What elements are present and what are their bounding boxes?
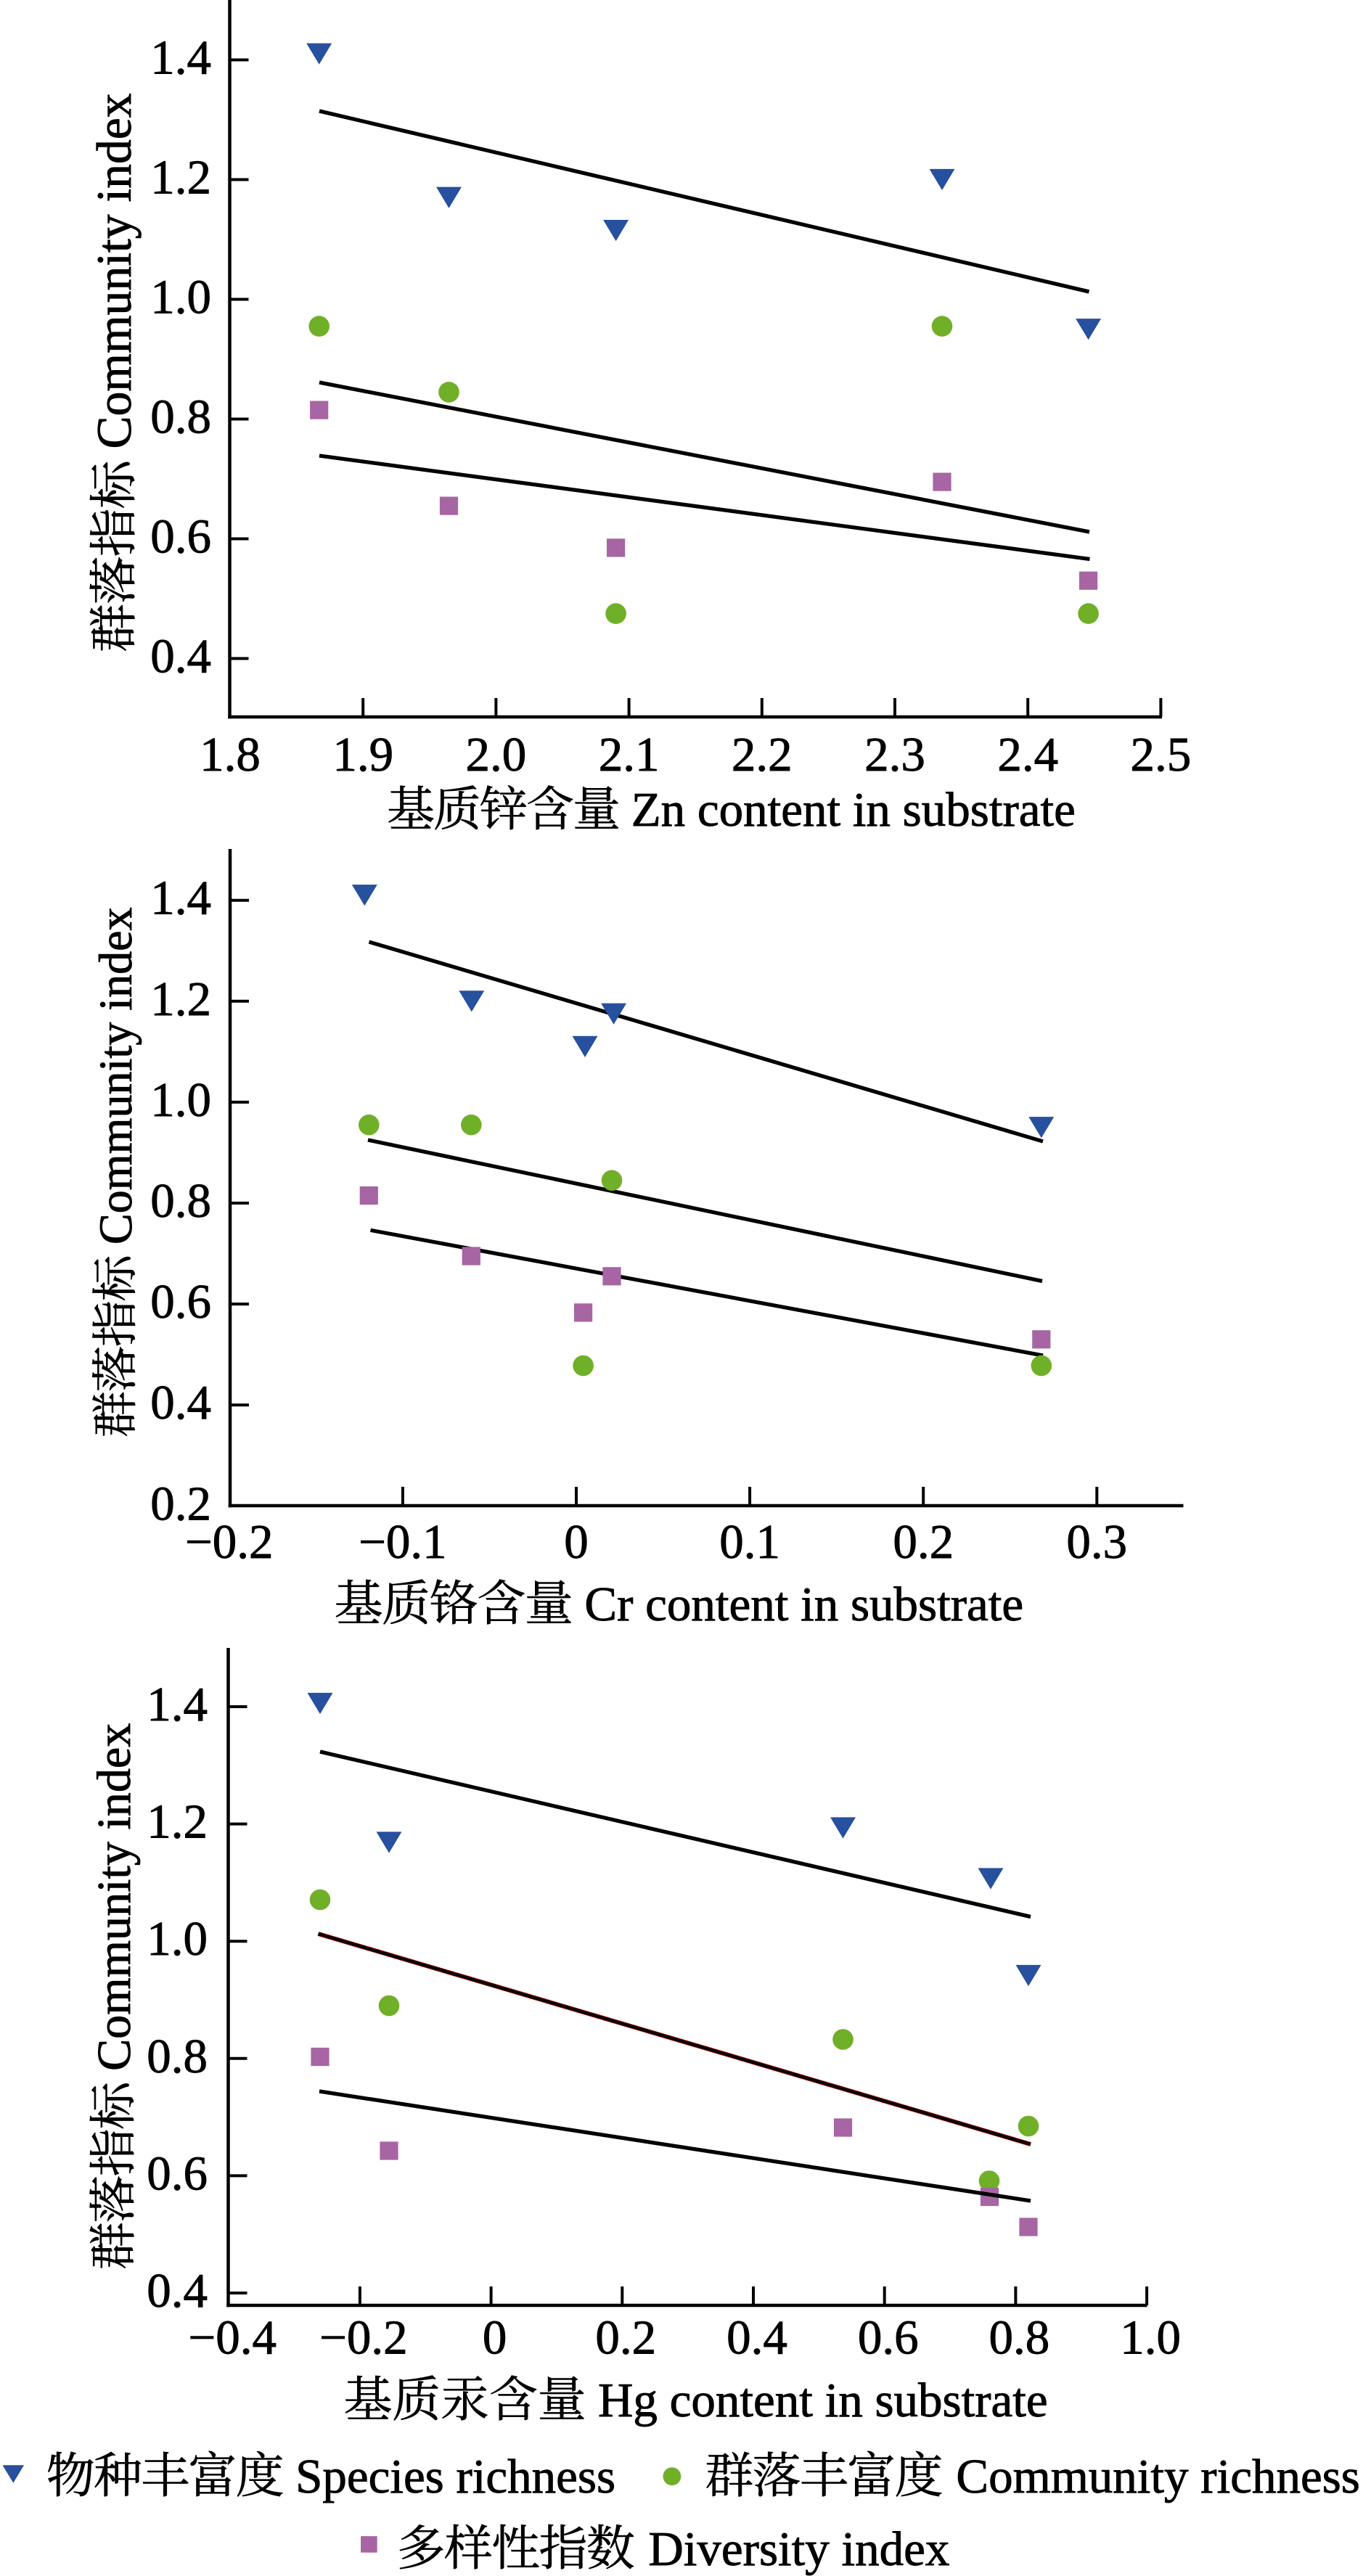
svg-text:Diversity index: Diversity index	[648, 2522, 949, 2576]
svg-text:1.9: 1.9	[332, 728, 393, 782]
svg-text:0.4: 0.4	[150, 630, 211, 684]
svg-text:0.6: 0.6	[150, 1275, 211, 1329]
svg-text:Zn content in substrate: Zn content in substrate	[631, 783, 1076, 837]
svg-text:2.0: 2.0	[466, 728, 527, 782]
svg-text:2.4: 2.4	[997, 728, 1058, 782]
svg-text:Community richness: Community richness	[956, 2450, 1359, 2503]
svg-text:1.2: 1.2	[147, 1795, 208, 1849]
svg-text:1.4: 1.4	[150, 871, 211, 925]
svg-text:0.6: 0.6	[147, 2146, 208, 2200]
svg-text:2.1: 2.1	[599, 728, 660, 782]
svg-text:−0.2: −0.2	[185, 1515, 274, 1569]
svg-text:−0.4: −0.4	[188, 2311, 277, 2365]
svg-text:1.0: 1.0	[147, 1912, 208, 1966]
svg-text:0.3: 0.3	[1066, 1515, 1127, 1569]
svg-text:2.3: 2.3	[864, 728, 925, 782]
svg-text:Community index: Community index	[87, 93, 142, 448]
svg-text:0: 0	[483, 2311, 507, 2365]
svg-text:0.2: 0.2	[595, 2311, 656, 2365]
svg-text:−0.2: −0.2	[319, 2311, 408, 2365]
svg-text:0.4: 0.4	[150, 1376, 211, 1429]
svg-text:0.6: 0.6	[858, 2311, 919, 2365]
svg-text:1.0: 1.0	[150, 271, 211, 324]
svg-text:−0.1: −0.1	[359, 1515, 447, 1569]
svg-text:0: 0	[564, 1515, 589, 1569]
svg-text:1.0: 1.0	[150, 1073, 211, 1127]
svg-text:1.2: 1.2	[150, 972, 211, 1026]
svg-text:Species richness: Species richness	[295, 2450, 615, 2503]
svg-text:1.2: 1.2	[150, 151, 211, 205]
svg-text:Community index: Community index	[90, 907, 142, 1244]
svg-text:0.4: 0.4	[147, 2264, 208, 2318]
svg-text:0.8: 0.8	[150, 390, 211, 444]
svg-text:Community index: Community index	[88, 1723, 141, 2071]
svg-text:0.6: 0.6	[150, 510, 211, 564]
svg-text:Hg content in substrate: Hg content in substrate	[598, 2374, 1048, 2427]
svg-text:1.8: 1.8	[200, 728, 261, 782]
svg-text:0.8: 0.8	[150, 1174, 211, 1228]
svg-text:1.0: 1.0	[1120, 2311, 1181, 2365]
svg-text:0.1: 0.1	[719, 1515, 780, 1569]
svg-text:1.4: 1.4	[150, 31, 211, 85]
svg-text:0.8: 0.8	[147, 2030, 208, 2083]
svg-text:0.8: 0.8	[989, 2311, 1050, 2365]
svg-text:0.4: 0.4	[726, 2311, 787, 2365]
svg-text:2.2: 2.2	[732, 728, 793, 782]
svg-text:0.2: 0.2	[893, 1515, 954, 1569]
svg-text:1.4: 1.4	[147, 1678, 208, 1731]
svg-text:0.2: 0.2	[150, 1477, 211, 1530]
svg-text:2.5: 2.5	[1131, 728, 1192, 782]
svg-text:Cr content in substrate: Cr content in substrate	[584, 1578, 1023, 1631]
